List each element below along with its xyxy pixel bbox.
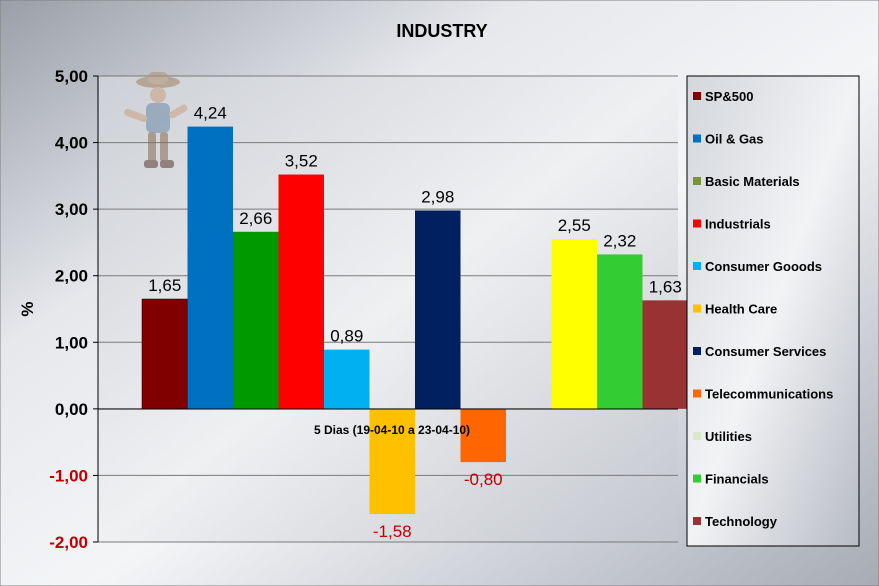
chart-title: INDUSTRY: [396, 21, 487, 41]
legend-swatch: [693, 347, 701, 355]
data-label: -1,58: [373, 522, 412, 541]
legend-swatch: [693, 177, 701, 185]
legend-swatch: [693, 432, 701, 440]
legend-label: Consumer Gooods: [705, 259, 822, 274]
data-label: 0,89: [330, 327, 363, 346]
legend-swatch: [693, 304, 701, 313]
bar: [551, 239, 597, 409]
bar: [233, 231, 279, 409]
data-label: -0,80: [464, 470, 503, 489]
y-tick-label: 1,00: [55, 333, 88, 352]
legend-label: Health Care: [705, 302, 777, 317]
data-labels: 1,65 4,24 2,66 3,52 0,89 -1,58 2,98 -0,80 2,55 2,…: [148, 104, 682, 541]
bar: [460, 408, 506, 463]
legend-swatch: [693, 262, 701, 270]
y-tick-label: 0,00: [55, 400, 88, 419]
y-tick-label: -1,00: [49, 466, 88, 485]
bar: [278, 174, 324, 409]
data-label: 1,63: [649, 277, 682, 296]
legend-label: Industrials: [705, 217, 771, 232]
bar: [369, 408, 415, 515]
data-label: 2,55: [558, 216, 591, 235]
legend-label: Utilities: [705, 429, 752, 444]
legend-swatch: [693, 219, 701, 228]
bar: [597, 254, 643, 409]
data-label: 2,98: [421, 187, 454, 206]
data-label: 4,24: [194, 104, 227, 123]
legend-label: SP&500: [705, 89, 753, 104]
data-label: 2,32: [603, 231, 636, 250]
legend-label: Consumer Services: [705, 344, 826, 359]
legend-label: Technology: [705, 514, 778, 529]
y-tick-label: 2,00: [55, 267, 88, 286]
legend-swatch: [693, 517, 701, 525]
bars: [141, 126, 688, 515]
x-category-label: 5 Dias (19-04-10 a 23-04-10): [314, 423, 470, 437]
legend-swatch: [693, 134, 701, 143]
bar: [187, 126, 233, 409]
data-label: 2,66: [239, 209, 272, 228]
legend-label: Oil & Gas: [705, 132, 764, 147]
y-axis-ticks: 5,00 4,00 3,00 2,00 1,00 0,00 -1,00 -2,00: [49, 67, 98, 552]
legend-label: Financials: [705, 472, 769, 487]
bar: [415, 210, 461, 409]
bar: [141, 298, 188, 410]
legend-label: Basic Materials: [705, 174, 800, 189]
legend: SP&500 Oil & Gas Basic Materials Industrial…: [693, 89, 833, 529]
legend-swatch: [693, 474, 701, 483]
legend-label: Telecommunications: [705, 387, 833, 402]
cowboy-clipart-icon: [124, 72, 188, 168]
y-tick-label: 5,00: [55, 67, 88, 86]
y-tick-label: 4,00: [55, 134, 88, 153]
y-tick-label: -2,00: [49, 533, 88, 552]
bar: [324, 349, 370, 409]
y-tick-label: 3,00: [55, 200, 88, 219]
data-label: 1,65: [148, 276, 181, 295]
legend-swatch: [693, 92, 701, 100]
legend-swatch: [693, 389, 701, 398]
data-label: 3,52: [285, 152, 318, 171]
y-axis-label: %: [18, 301, 37, 316]
legend-box: [686, 75, 860, 547]
bar: [642, 300, 688, 409]
